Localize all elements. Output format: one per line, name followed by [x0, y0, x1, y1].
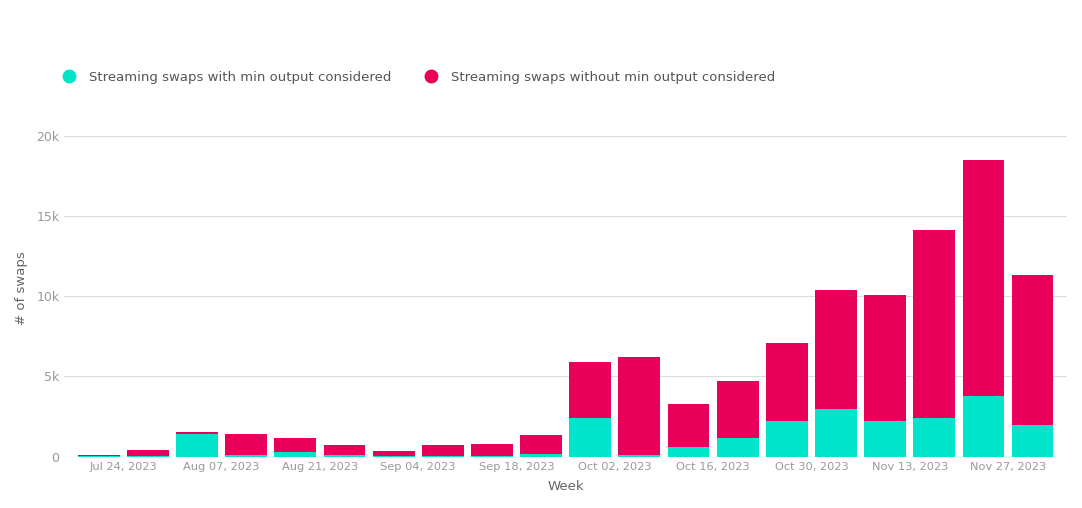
Bar: [865, 422, 906, 457]
Bar: [963, 396, 1004, 457]
Bar: [865, 295, 906, 422]
Bar: [372, 451, 414, 456]
Bar: [913, 418, 955, 457]
Bar: [569, 362, 611, 418]
Bar: [619, 357, 660, 455]
Bar: [225, 455, 267, 457]
Bar: [324, 455, 366, 457]
Bar: [127, 456, 169, 457]
Bar: [815, 408, 857, 457]
Bar: [372, 456, 414, 457]
Bar: [815, 290, 857, 408]
Bar: [176, 432, 217, 434]
Bar: [275, 438, 316, 452]
Bar: [275, 452, 316, 457]
Bar: [1012, 275, 1054, 425]
Bar: [668, 447, 710, 457]
Bar: [324, 445, 366, 455]
Bar: [78, 456, 120, 457]
Bar: [569, 418, 611, 457]
Bar: [766, 422, 808, 457]
Bar: [1012, 425, 1054, 457]
Bar: [127, 451, 169, 456]
Bar: [471, 444, 513, 456]
Legend: Streaming swaps with min output considered, Streaming swaps without min output c: Streaming swaps with min output consider…: [51, 66, 780, 89]
Bar: [716, 437, 758, 457]
Bar: [422, 445, 464, 456]
Y-axis label: # of swaps: # of swaps: [15, 251, 28, 325]
Bar: [963, 160, 1004, 396]
Bar: [176, 434, 217, 457]
X-axis label: Week: Week: [547, 480, 584, 493]
Bar: [619, 455, 660, 457]
Bar: [422, 456, 464, 457]
Bar: [913, 230, 955, 418]
Bar: [668, 404, 710, 447]
Bar: [520, 454, 562, 457]
Bar: [716, 382, 758, 437]
Bar: [520, 435, 562, 454]
Bar: [225, 434, 267, 455]
Bar: [78, 455, 120, 456]
Bar: [471, 456, 513, 457]
Bar: [766, 343, 808, 422]
